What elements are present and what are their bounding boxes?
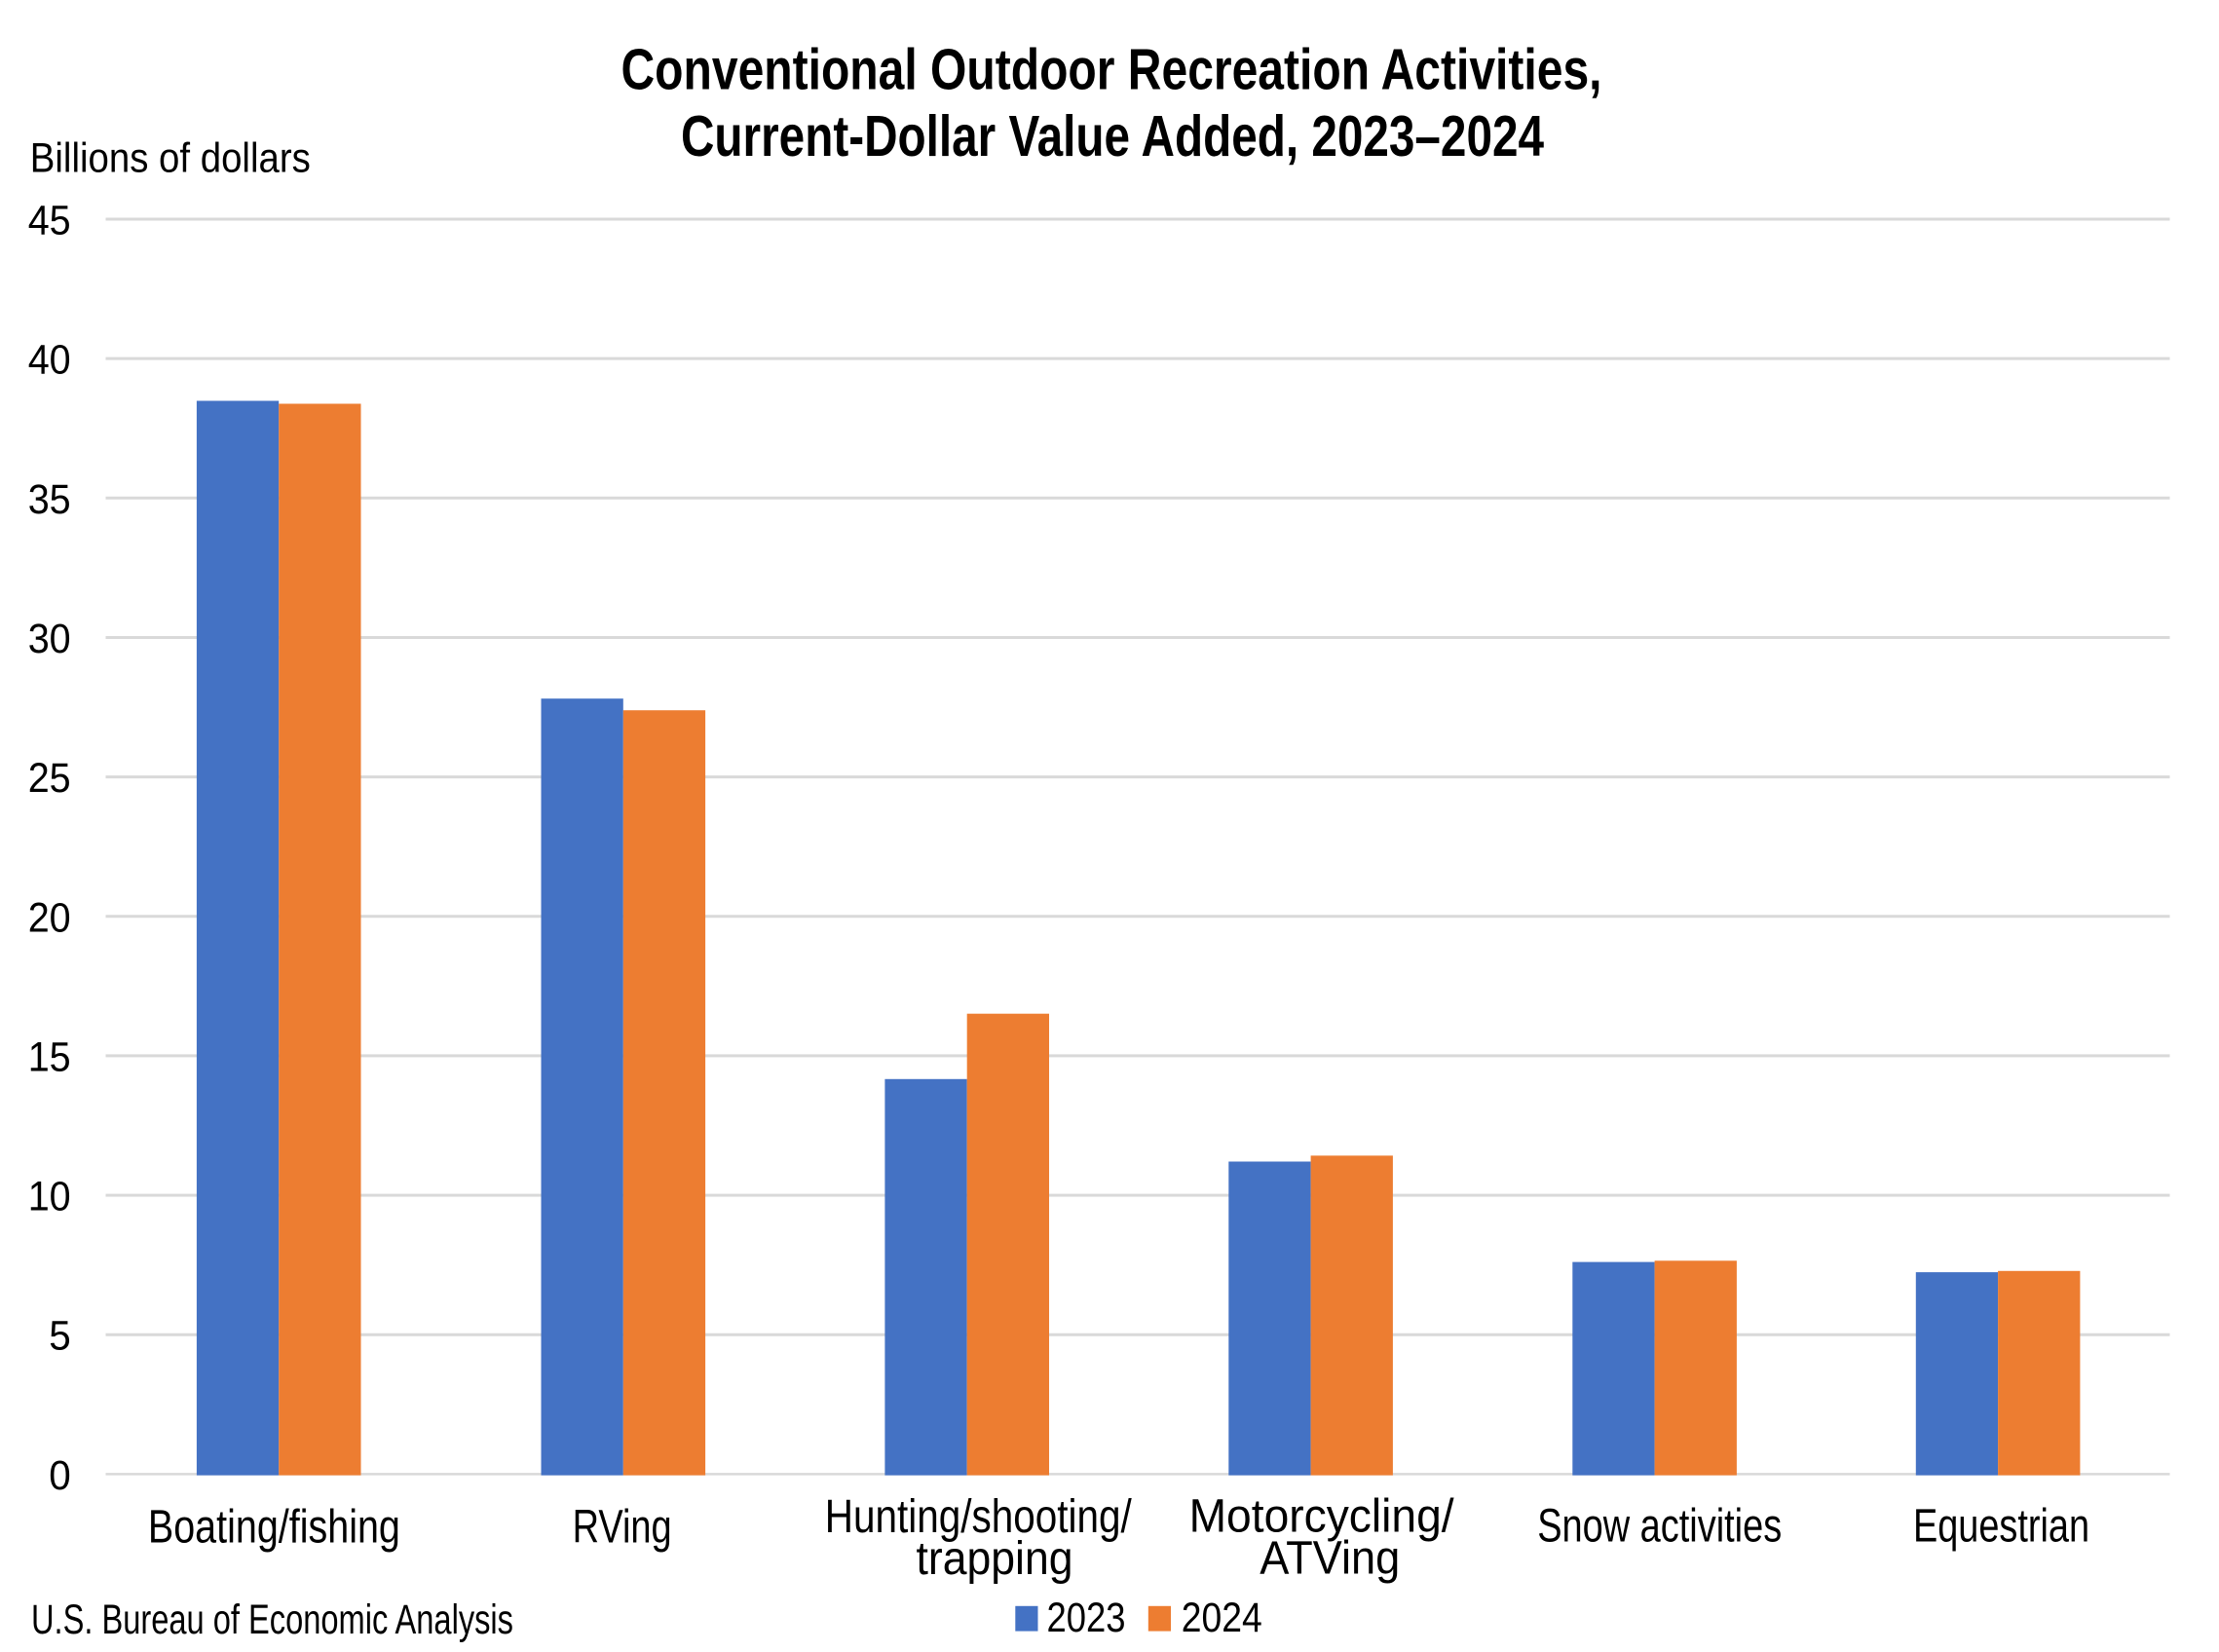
svg-text:Boating/fishing: Boating/fishing <box>148 1501 400 1553</box>
svg-text:2023: 2023 <box>1047 1595 1126 1641</box>
svg-text:RVing: RVing <box>573 1501 672 1553</box>
svg-text:Snow activities: Snow activities <box>1537 1501 1782 1553</box>
svg-text:40: 40 <box>28 337 71 384</box>
svg-text:10: 10 <box>28 1174 71 1220</box>
svg-text:Motorcycling/: Motorcycling/ <box>1189 1491 1455 1543</box>
svg-text:5: 5 <box>49 1313 71 1360</box>
svg-text:45: 45 <box>28 198 71 244</box>
svg-text:30: 30 <box>28 616 71 662</box>
svg-text:Equestrian: Equestrian <box>1913 1501 2089 1553</box>
svg-text:U.S. Bureau of Economic Analys: U.S. Bureau of Economic Analysis <box>31 1596 513 1643</box>
svg-text:25: 25 <box>28 755 71 802</box>
svg-text:0: 0 <box>49 1452 71 1499</box>
svg-text:Hunting/shooting/: Hunting/shooting/ <box>825 1491 1133 1543</box>
svg-text:Current-Dollar Value Added, 20: Current-Dollar Value Added, 2023–2024 <box>681 104 1544 169</box>
svg-text:20: 20 <box>28 894 71 941</box>
svg-text:35: 35 <box>28 476 71 523</box>
svg-text:2024: 2024 <box>1182 1595 1262 1641</box>
svg-text:ATVing: ATVing <box>1260 1532 1400 1584</box>
svg-text:trapping: trapping <box>917 1533 1073 1585</box>
svg-text:Conventional Outdoor Recreatio: Conventional Outdoor Recreation Activiti… <box>621 38 1602 102</box>
svg-text:15: 15 <box>28 1033 71 1080</box>
svg-text:Billions of dollars: Billions of dollars <box>30 135 311 182</box>
